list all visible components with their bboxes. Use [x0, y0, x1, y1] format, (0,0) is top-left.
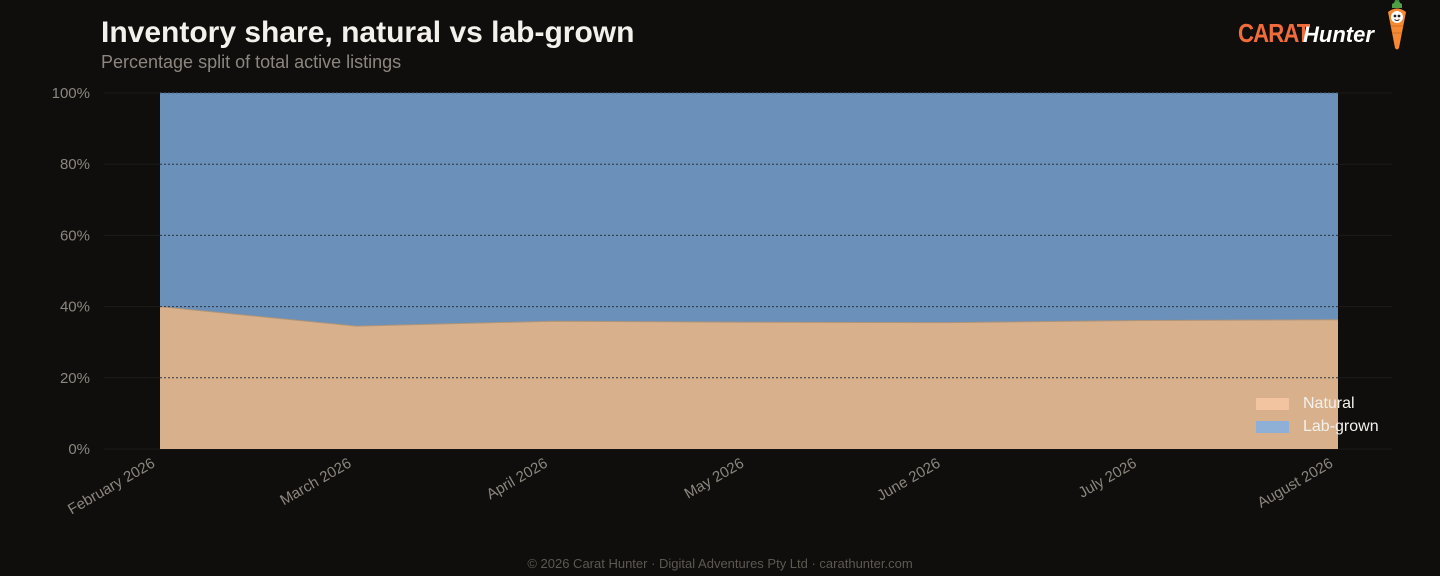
area-series: [159, 93, 1339, 449]
x-tick-label-1: March 2026: [277, 455, 354, 509]
legend-item-lab-grown[interactable]: Lab-grown: [1256, 415, 1379, 438]
area-lab-grown: [160, 93, 1338, 327]
logo-hunter-text: Hunter: [1303, 22, 1374, 47]
carrot-mascot-icon: [1388, 0, 1406, 50]
legend-label-natural: Natural: [1303, 394, 1355, 412]
legend-swatch-lab-grown: [1256, 420, 1289, 433]
y-axis-ticks: 0% 20% 40% 60% 80% 100%: [52, 85, 90, 458]
x-tick-label-2: April 2026: [484, 455, 551, 503]
y-tick-label-5: 100%: [52, 85, 90, 102]
x-tick-label-0: February 2026: [65, 455, 158, 519]
chart-subtitle: Percentage split of total active listing…: [101, 52, 402, 72]
footer-credit: © 2026 Carat Hunter · Digital Adventures…: [527, 556, 913, 571]
x-axis-ticks: February 2026 March 2026 April 2026 May 202…: [65, 455, 1336, 519]
y-tick-label-0: 0%: [68, 441, 90, 458]
series-boundary-line: [159, 306, 1339, 327]
x-tick-label-4: June 2026: [874, 455, 943, 505]
legend-item-natural[interactable]: Natural: [1256, 392, 1379, 415]
brand-logo[interactable]: CARAT Hunter: [1238, 0, 1418, 56]
x-tick-label-5: July 2026: [1076, 455, 1140, 502]
chart-legend: Natural Lab-grown: [1256, 392, 1379, 438]
y-tick-label-4: 80%: [60, 156, 90, 173]
legend-swatch-natural: [1256, 397, 1289, 410]
y-tick-label-2: 40%: [60, 299, 90, 316]
x-tick-label-6: August 2026: [1255, 455, 1336, 512]
logo-carat-text: CARAT: [1238, 18, 1310, 48]
grid-overlay: [160, 92, 1338, 379]
y-tick-label-3: 60%: [60, 227, 90, 244]
legend-label-lab-grown: Lab-grown: [1303, 417, 1379, 435]
chart-title: Inventory share, natural vs lab-grown: [101, 16, 635, 49]
y-tick-label-1: 20%: [60, 370, 90, 387]
x-tick-label-3: May 2026: [681, 455, 747, 503]
